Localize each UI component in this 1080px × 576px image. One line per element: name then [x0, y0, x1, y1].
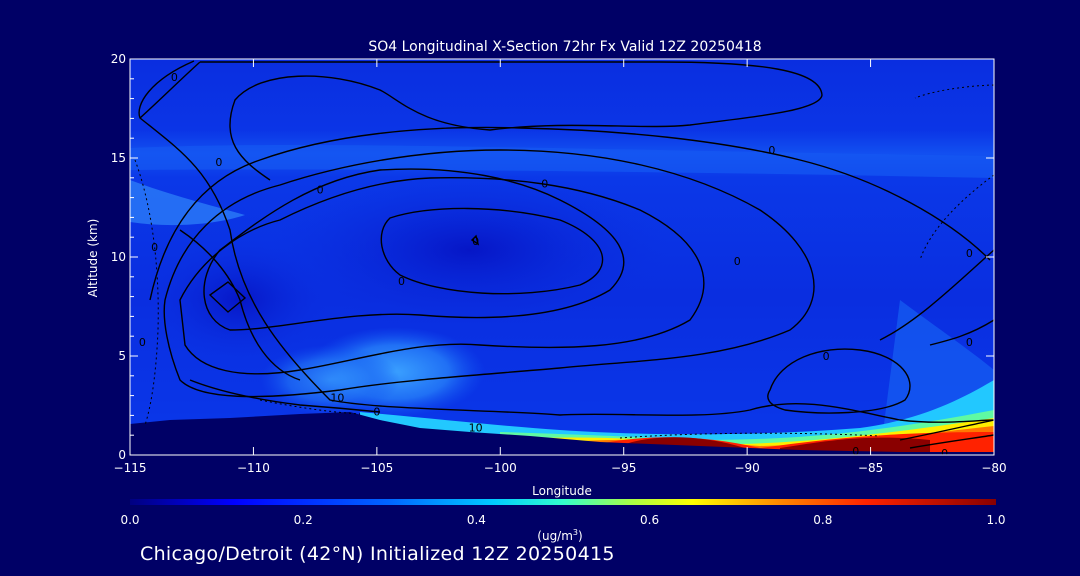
contour-right-low — [767, 348, 911, 414]
contour-label: 0 — [734, 255, 741, 268]
contour-ring-2 — [380, 207, 604, 295]
contour-left-inner — [179, 229, 301, 381]
contour-ring-5 — [149, 126, 991, 301]
x-tick-label: −100 — [484, 461, 517, 475]
contour-ring-3 — [179, 177, 705, 375]
x-axis-label: Longitude — [532, 484, 592, 498]
contour-label: 0 — [398, 275, 405, 288]
y-tick-label: 5 — [118, 349, 126, 363]
contour-labels: 0 0 0 0 0 0 0 0 0 0 0 0 0 10 0 10 0 0 — [139, 71, 973, 460]
y-tick-label: 15 — [111, 151, 126, 165]
contour-label: 0 — [852, 445, 859, 458]
colorbar — [130, 499, 996, 505]
contour-top — [139, 61, 823, 181]
colorbar-tick-label: 0.6 — [640, 513, 659, 527]
x-tick-label: −90 — [734, 461, 759, 475]
contour-label: 10 — [469, 421, 483, 434]
contour-left-small — [208, 281, 247, 313]
x-tick-label: −85 — [858, 461, 883, 475]
contour-label: 0 — [941, 447, 948, 460]
y-tick-label: 20 — [111, 52, 126, 66]
contour-dotted-low — [259, 399, 881, 439]
colorbar-unit: (ug/m3) — [537, 528, 582, 543]
contour-minor — [189, 234, 480, 413]
colorbar-unit-label: (ug/m — [537, 529, 573, 543]
plot-area: 0 0 0 0 0 0 0 0 0 0 0 0 0 10 0 10 0 0 — [130, 59, 994, 460]
contour-label: 0 — [823, 350, 830, 363]
contour-dotted-right — [914, 84, 994, 261]
contour-outer — [138, 60, 994, 423]
contour-label: 0 — [966, 336, 973, 349]
x-tick-label: −105 — [360, 461, 393, 475]
field-dark-core — [270, 170, 670, 330]
x-axis: −115 −110 −105 −100 −95 −90 −85 −80 — [114, 59, 1007, 475]
contour-label: 0 — [768, 144, 775, 157]
footer-caption: Chicago/Detroit (42°N) Initialized 12Z 2… — [140, 543, 615, 565]
x-tick-label: −95 — [611, 461, 636, 475]
contour-label: 0 — [472, 235, 479, 248]
colorbar-unit-sup: 3 — [573, 528, 578, 537]
contour-label: 10 — [330, 392, 344, 405]
contour-label: 0 — [215, 156, 222, 169]
y-tick-label: 10 — [111, 250, 126, 264]
colorbar-tick-label: 1.0 — [986, 513, 1005, 527]
colorbar-unit-close: ) — [578, 529, 583, 543]
field-band-upper — [130, 145, 994, 178]
contour-label: 0 — [317, 184, 324, 197]
y-axis-label: Altitude (km) — [86, 219, 100, 298]
contour-label: 0 — [171, 71, 178, 84]
contour-label: 0 — [151, 241, 158, 254]
chart-title: SO4 Longitudinal X-Section 72hr Fx Valid… — [368, 39, 761, 55]
contour-dotted — [134, 84, 994, 439]
colorbar-ticks: 0.0 0.2 0.4 0.6 0.8 1.0 — [120, 513, 1005, 527]
colorbar-tick-label: 0.2 — [294, 513, 313, 527]
colorbar-tick-label: 0.8 — [813, 513, 832, 527]
contour-label: 0 — [966, 247, 973, 260]
contour-dotted-left — [134, 159, 159, 426]
y-tick-label: 0 — [118, 448, 126, 462]
terrain — [130, 412, 994, 455]
field-band-left — [130, 180, 245, 226]
colorbar-tick-label: 0.4 — [467, 513, 486, 527]
contour-ring-1 — [203, 168, 625, 331]
contour-ring-4 — [163, 149, 815, 398]
contour-lines — [138, 60, 994, 449]
contour-label: 0 — [139, 336, 146, 349]
contour-bottom-right — [899, 419, 994, 449]
x-tick-label: −80 — [981, 461, 1006, 475]
x-tick-label: −110 — [237, 461, 270, 475]
contour-right-side — [879, 249, 994, 346]
contour-label: 0 — [373, 405, 380, 418]
colorbar-tick-label: 0.0 — [120, 513, 139, 527]
contour-label: 0 — [541, 178, 548, 191]
x-tick-label: −115 — [114, 461, 147, 475]
